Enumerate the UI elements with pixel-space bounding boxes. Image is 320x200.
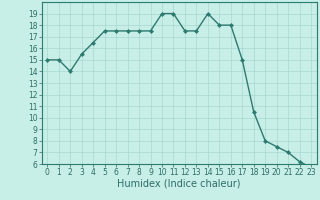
X-axis label: Humidex (Indice chaleur): Humidex (Indice chaleur) <box>117 179 241 189</box>
